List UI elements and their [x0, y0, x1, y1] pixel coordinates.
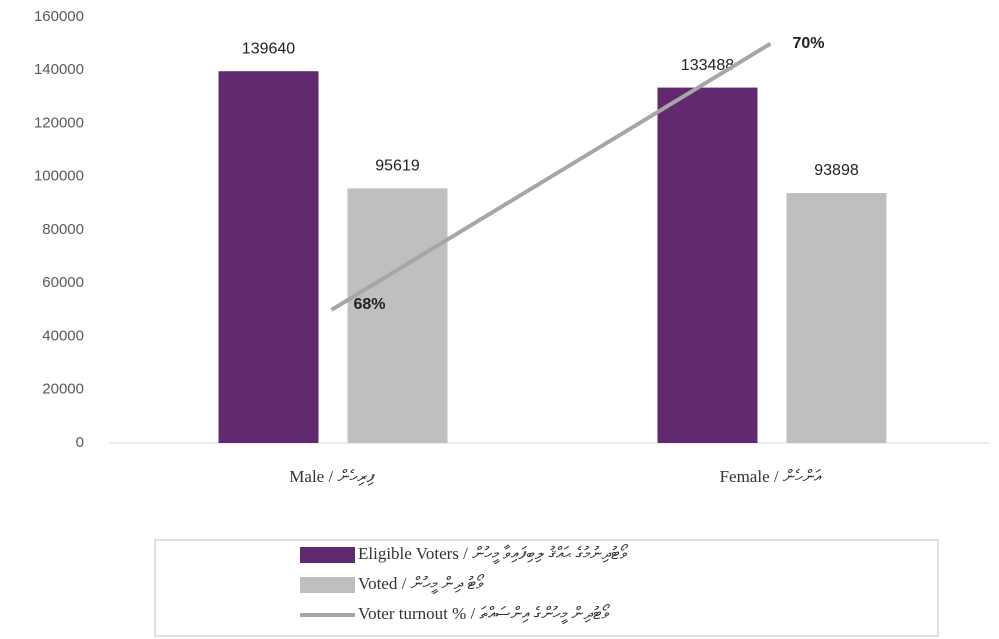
y-tick-label: 140000	[34, 61, 84, 78]
legend-swatch	[300, 547, 355, 563]
y-tick-label: 20000	[42, 381, 84, 398]
bar	[786, 192, 887, 443]
x-tick-label: Male / ފިރިހެން	[289, 467, 374, 486]
legend-label: Eligible Voters / ވޯޓުދިނުމުގެ ޙައްޤު ލި…	[358, 544, 628, 564]
y-tick-label: 0	[76, 434, 84, 451]
x-tick-label: Female / އަންހެން	[720, 467, 822, 486]
legend-swatch	[300, 577, 355, 593]
y-tick-label: 120000	[34, 114, 84, 131]
legend-label: Voted / ވޯޓު ދިން މީހުން	[358, 574, 485, 594]
data-label: 93898	[814, 162, 859, 179]
y-tick-label: 80000	[42, 221, 84, 238]
data-label: 68%	[354, 296, 386, 313]
line	[330, 41, 772, 312]
y-tick-label: 60000	[42, 274, 84, 291]
y-tick-label: 160000	[34, 8, 84, 25]
data-label: 95619	[375, 158, 420, 175]
data-label: 139640	[242, 40, 295, 57]
y-tick-label: 40000	[42, 327, 84, 344]
y-tick-label: 100000	[34, 168, 84, 185]
data-label: 70%	[793, 35, 825, 52]
legend-box	[154, 539, 939, 637]
bar	[657, 87, 758, 444]
bar	[347, 188, 448, 443]
bar	[218, 71, 319, 444]
data-label: 133488	[681, 57, 734, 74]
legend-label: Voter turnout % / ވޯޓުދިން މީހުންގެ އިން…	[358, 604, 610, 624]
